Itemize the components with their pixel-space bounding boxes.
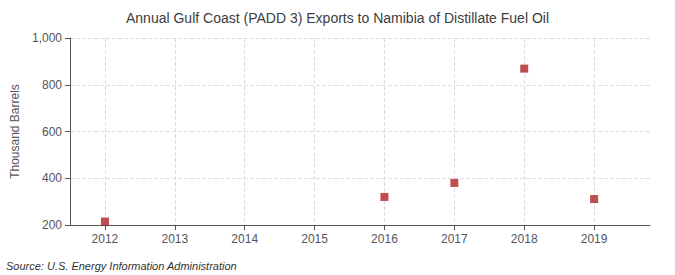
svg-text:2017: 2017 (441, 232, 468, 246)
svg-text:2013: 2013 (161, 232, 188, 246)
svg-text:2016: 2016 (371, 232, 398, 246)
svg-text:2014: 2014 (231, 232, 258, 246)
svg-text:2012: 2012 (92, 232, 119, 246)
svg-text:1,000: 1,000 (32, 31, 62, 45)
svg-text:Source: U.S. Energy Informatio: Source: U.S. Energy Information Administ… (6, 260, 237, 272)
svg-text:Thousand Barrels: Thousand Barrels (8, 84, 22, 179)
svg-text:200: 200 (42, 218, 62, 232)
svg-text:Annual Gulf Coast (PADD 3) Exp: Annual Gulf Coast (PADD 3) Exports to Na… (126, 10, 549, 26)
svg-text:600: 600 (42, 125, 62, 139)
svg-text:2019: 2019 (581, 232, 608, 246)
svg-text:800: 800 (42, 78, 62, 92)
svg-text:2015: 2015 (301, 232, 328, 246)
svg-text:2018: 2018 (511, 232, 538, 246)
svg-text:400: 400 (42, 171, 62, 185)
